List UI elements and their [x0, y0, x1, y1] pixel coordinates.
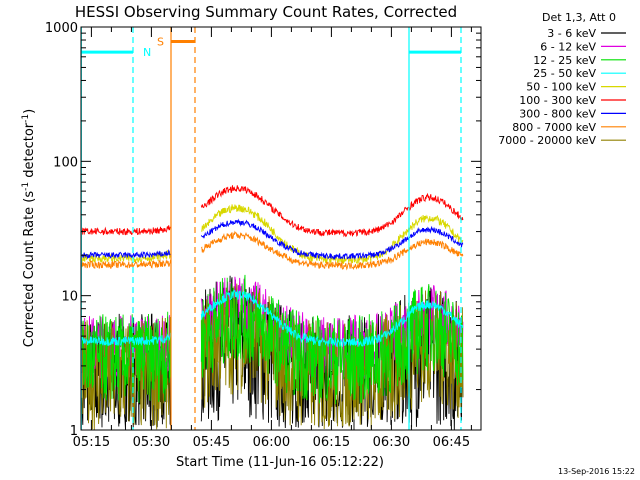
legend-entry-label: 6 - 12 keV: [540, 40, 596, 53]
y-tick-label: 10: [61, 290, 78, 305]
x-tick-label: 05:30: [133, 435, 170, 450]
legend-entry-label: 3 - 6 keV: [547, 27, 596, 40]
x-tick-label: 05:45: [193, 435, 230, 450]
y-axis-label: Corrected Count Rate (s-1 detector-1): [21, 109, 37, 347]
series-line: [81, 289, 464, 348]
series-layer: [81, 185, 464, 430]
footer-timestamp: 13-Sep-2016 15:22: [558, 467, 635, 476]
y-tick-label: 1: [70, 424, 78, 439]
series-line: [81, 230, 464, 271]
legend-entry-label: 800 - 7000 keV: [512, 121, 596, 134]
marker-label-s: S: [157, 35, 164, 48]
x-tick-label: 06:00: [253, 435, 290, 450]
legend-entry-label: 7000 - 20000 keV: [498, 134, 596, 147]
x-tick-label: 06:30: [373, 435, 410, 450]
series-line: [81, 185, 464, 238]
y-tick-label: 1000: [45, 21, 78, 36]
legend-entry-label: 25 - 50 keV: [533, 67, 596, 80]
series-line: [81, 274, 464, 405]
series-line: [81, 218, 464, 260]
axis-layer: 1 10 100 1000 05:15 05:30 05:45 06:00 06:15 06:30…: [45, 21, 481, 450]
x-tick-label: 06:15: [313, 435, 350, 450]
legend-entry-label: 12 - 25 keV: [533, 54, 596, 67]
chart-title: HESSI Observing Summary Count Rates, Cor…: [75, 3, 457, 21]
legend-entry-label: 50 - 100 keV: [526, 81, 596, 94]
plot-frame: [80, 26, 482, 431]
x-axis-label: Start Time (11-Jun-16 05:12:22): [176, 455, 384, 470]
legend-title: Det 1,3, Att 0: [542, 11, 616, 24]
legend-entry-label: 300 - 800 keV: [519, 107, 596, 120]
x-tick-label: 05:15: [73, 435, 110, 450]
marker-label-n: N: [143, 46, 151, 59]
x-tick-label: 06:45: [433, 435, 470, 450]
legend-entry-label: 100 - 300 keV: [519, 94, 596, 107]
y-tick-label: 100: [53, 155, 78, 170]
